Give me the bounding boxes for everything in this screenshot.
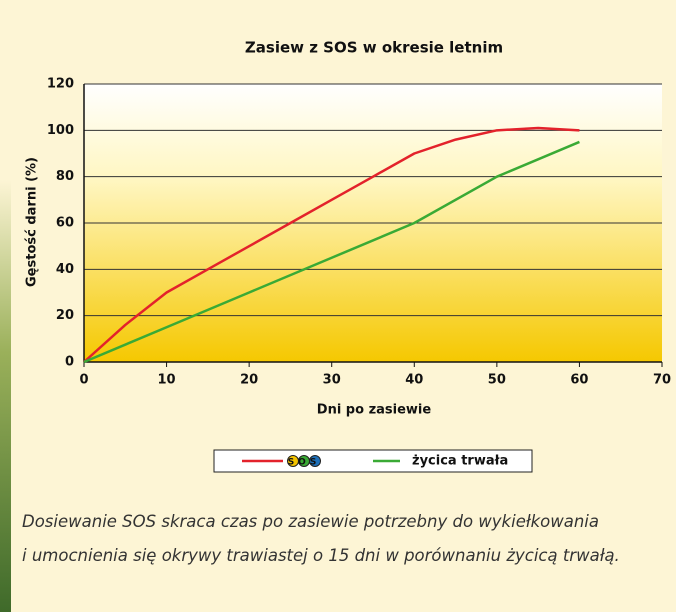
y-tick-label: 80: [56, 169, 74, 184]
x-tick-label: 0: [79, 373, 88, 388]
series-line: [83, 140, 580, 364]
y-tick-label: 0: [65, 355, 74, 370]
x-tick-label: 40: [405, 373, 423, 388]
y-tick-label: 60: [56, 216, 74, 231]
caption: i umocnienia się okrywy trawiastej o 15 …: [22, 546, 620, 565]
x-tick-label: 30: [323, 373, 341, 388]
x-tick-label: 60: [570, 373, 588, 388]
y-tick-label: 20: [56, 308, 74, 323]
x-tick-label: 20: [240, 373, 258, 388]
x-tick-label: 50: [488, 373, 506, 388]
legend-label: SOS: [288, 458, 321, 468]
y-tick-label: 100: [47, 123, 74, 138]
chart-title: Zasiew z SOS w okresie letnim: [245, 39, 503, 57]
y-tick-label: 120: [47, 77, 74, 92]
legend-logo: [309, 455, 321, 467]
x-tick-label: 70: [653, 373, 671, 388]
x-axis-label: Dni po zasiewie: [317, 403, 432, 418]
y-axis-label: Gęstość darni (%): [25, 157, 40, 287]
legend-label: życica trwała: [412, 454, 508, 469]
caption: Dosiewanie SOS skraca czas po zasiewie p…: [22, 512, 599, 531]
x-tick-label: 10: [158, 373, 176, 388]
decor: [0, 180, 11, 612]
series-line: [83, 126, 580, 363]
y-tick-label: 40: [56, 262, 74, 277]
